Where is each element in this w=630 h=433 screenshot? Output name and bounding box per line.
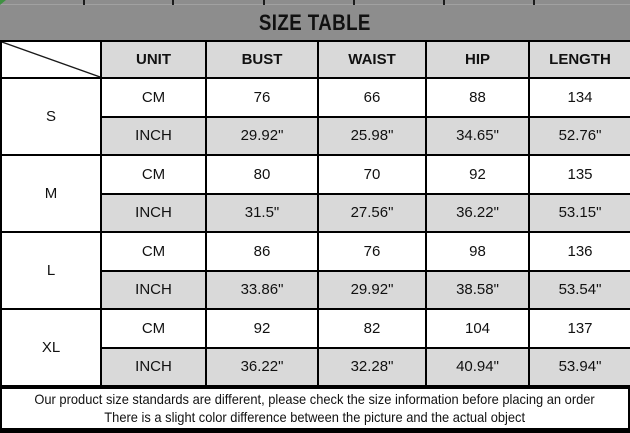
value-cell: 31.5" (205, 192, 319, 233)
value-cell: 88 (425, 77, 530, 118)
footer-note: Our product size standards are different… (0, 387, 630, 433)
value-cell: 66 (317, 77, 427, 118)
column-header-bust: BUST (205, 40, 319, 79)
value-cell: 34.65" (425, 115, 530, 156)
table-row-l-inch: INCH 33.86" 29.92" 38.58" 53.54" (1, 269, 630, 310)
size-label-m: M (0, 154, 102, 233)
title-bar: SIZE TABLE (0, 0, 630, 40)
value-cell: 32.28" (317, 346, 427, 387)
grid-remnant-tick (83, 0, 85, 5)
value-cell: 38.58" (425, 269, 530, 310)
table-row-s-cm: S CM 76 66 88 134 (0, 77, 630, 156)
unit-cell: CM (100, 308, 207, 349)
value-cell: 76 (317, 231, 427, 272)
value-cell: 76 (205, 77, 319, 118)
size-label-xl: XL (0, 308, 102, 387)
column-header-waist: WAIST (317, 40, 427, 79)
value-cell: 36.22" (205, 346, 319, 387)
value-cell: 135 (528, 154, 630, 195)
table-row-xl-inch: INCH 36.22" 32.28" 40.94" 53.94" (1, 346, 630, 387)
value-cell: 53.15" (528, 192, 630, 233)
value-cell: 53.94" (528, 346, 630, 387)
value-cell: 27.56" (317, 192, 427, 233)
grid-remnant-tick (443, 0, 445, 5)
value-cell: 80 (205, 154, 319, 195)
value-cell: 92 (425, 154, 530, 195)
value-cell: 29.92" (317, 269, 427, 310)
value-cell: 70 (317, 154, 427, 195)
unit-cell: CM (100, 231, 207, 272)
table-row-s-inch: INCH 29.92" 25.98" 34.65" 52.76" (1, 115, 630, 156)
unit-cell: INCH (100, 269, 207, 310)
value-cell: 82 (317, 308, 427, 349)
grid-remnant-tick (172, 0, 174, 5)
value-cell: 36.22" (425, 192, 530, 233)
value-cell: 104 (425, 308, 530, 349)
column-header-hip: HIP (425, 40, 530, 79)
diagonal-cell (0, 40, 102, 79)
diagonal-line (2, 42, 100, 77)
value-cell: 52.76" (528, 115, 630, 156)
unit-cell: INCH (100, 346, 207, 387)
grid-remnant-line (0, 4, 630, 5)
value-cell: 25.98" (317, 115, 427, 156)
table-row-xl-cm: XL CM 92 82 104 137 (0, 308, 630, 387)
footer-line-2: There is a slight color difference betwe… (104, 408, 526, 425)
value-cell: 136 (528, 231, 630, 272)
value-cell: 137 (528, 308, 630, 349)
footer-line-1: Our product size standards are different… (34, 391, 596, 408)
grid-remnant-tick (263, 0, 265, 5)
value-cell: 33.86" (205, 269, 319, 310)
value-cell: 86 (205, 231, 319, 272)
table-row-l-cm: L CM 86 76 98 136 (0, 231, 630, 310)
unit-cell: CM (100, 154, 207, 195)
value-cell: 134 (528, 77, 630, 118)
value-cell: 53.54" (528, 269, 630, 310)
grid-remnant-tick (353, 0, 355, 5)
unit-cell: INCH (100, 115, 207, 156)
size-table: UNIT BUST WAIST HIP LENGTH S CM 76 66 88… (0, 40, 630, 387)
value-cell: 98 (425, 231, 530, 272)
size-label-s: S (0, 77, 102, 156)
unit-cell: INCH (100, 192, 207, 233)
value-cell: 40.94" (425, 346, 530, 387)
header-row: UNIT BUST WAIST HIP LENGTH (0, 40, 630, 79)
page-title: SIZE TABLE (259, 9, 371, 35)
unit-cell: CM (100, 77, 207, 118)
table-row-m-inch: INCH 31.5" 27.56" 36.22" 53.15" (1, 192, 630, 233)
table-row-m-cm: M CM 80 70 92 135 (0, 154, 630, 233)
corner-marker (0, 0, 6, 5)
value-cell: 29.92" (205, 115, 319, 156)
size-label-l: L (0, 231, 102, 310)
column-header-length: LENGTH (528, 40, 630, 79)
value-cell: 92 (205, 308, 319, 349)
grid-remnant-tick (533, 0, 535, 5)
column-header-unit: UNIT (100, 40, 207, 79)
